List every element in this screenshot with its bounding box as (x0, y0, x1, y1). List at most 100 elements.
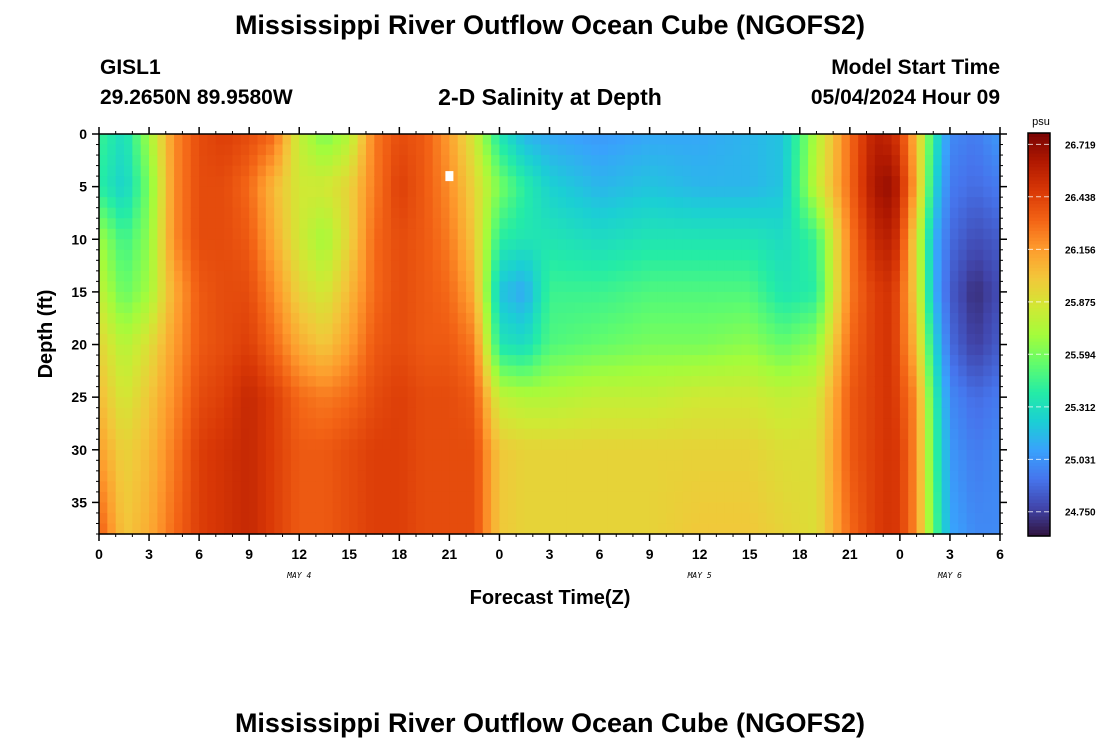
heatmap-cell (607, 155, 617, 167)
heatmap-cell (132, 312, 142, 325)
heatmap-cell (174, 407, 184, 419)
heatmap-cell (324, 144, 334, 156)
heatmap-cell (816, 239, 826, 251)
heatmap-cell (457, 428, 467, 440)
heatmap-cell (541, 302, 551, 314)
heatmap-cell (424, 355, 434, 367)
heatmap-cell (99, 218, 108, 230)
heatmap-cell (908, 228, 918, 240)
heatmap-cell (99, 281, 108, 293)
heatmap-cell (883, 418, 893, 430)
heatmap-cell (215, 323, 225, 335)
heatmap-cell (824, 291, 834, 304)
heatmap-cell (532, 186, 542, 198)
heatmap-cell (674, 344, 684, 356)
heatmap-cell (357, 439, 367, 451)
heatmap-cell (474, 470, 484, 482)
heatmap-cell (574, 481, 584, 493)
heatmap-cell (424, 407, 434, 419)
heatmap-cell (507, 144, 517, 156)
heatmap-cell (474, 502, 484, 514)
heatmap-cell (699, 470, 709, 482)
heatmap-cell (966, 376, 976, 388)
heatmap-cell (115, 302, 125, 314)
heatmap-cell (199, 281, 209, 293)
heatmap-cell (290, 334, 300, 346)
heatmap-cell (791, 312, 801, 325)
heatmap-cell (566, 228, 576, 240)
heatmap-cell (791, 218, 801, 230)
heatmap-cell (115, 428, 125, 440)
heatmap-cell (365, 249, 375, 261)
heatmap-cell (215, 228, 225, 240)
heatmap-cell (657, 512, 667, 525)
heatmap-cell (749, 144, 759, 156)
heatmap-cell (99, 386, 108, 398)
heatmap-cell (107, 186, 117, 198)
heatmap-cell (599, 418, 609, 430)
heatmap-cell (232, 281, 242, 293)
heatmap-cell (157, 312, 167, 325)
heatmap-cell (399, 218, 409, 230)
heatmap-cell (783, 439, 793, 451)
colorbar-segment (1028, 374, 1050, 379)
heatmap-cell (858, 376, 868, 388)
heatmap-cell (974, 155, 984, 167)
heatmap-cell (441, 260, 450, 272)
heatmap-cell (582, 449, 592, 461)
heatmap-cell (299, 439, 309, 451)
heatmap-cell (132, 228, 142, 240)
heatmap-cell (908, 249, 918, 261)
heatmap-cell (607, 428, 617, 440)
heatmap-cell (432, 491, 442, 504)
heatmap-cell (674, 449, 684, 461)
heatmap-cell (958, 397, 968, 409)
heatmap-cell (499, 365, 509, 377)
colorbar-segment (1028, 297, 1050, 302)
heatmap-cell (657, 281, 667, 293)
heatmap-cell (307, 323, 317, 335)
heatmap-cell (115, 460, 125, 472)
heatmap-cell (566, 134, 576, 146)
heatmap-cell (174, 439, 184, 451)
heatmap-cell (265, 512, 275, 525)
heatmap-cell (591, 334, 601, 346)
x-tick-label: 3 (546, 546, 554, 562)
heatmap-cell (507, 523, 517, 535)
heatmap-cell (474, 512, 484, 525)
heatmap-cell (215, 239, 225, 251)
heatmap-cell (691, 491, 701, 504)
heatmap-cell (691, 207, 701, 219)
heatmap-cell (933, 302, 943, 314)
heatmap-cell (382, 355, 392, 367)
heatmap-cell (174, 281, 184, 293)
heatmap-cell (858, 312, 868, 325)
heatmap-cell (466, 397, 476, 409)
heatmap-cell (124, 439, 133, 451)
heatmap-cell (582, 512, 592, 525)
heatmap-cell (924, 407, 934, 419)
heatmap-cell (949, 491, 959, 504)
heatmap-cell (933, 365, 943, 377)
heatmap-cell (532, 376, 542, 388)
heatmap-cell (841, 491, 851, 504)
heatmap-cell (115, 523, 125, 535)
heatmap-cell (265, 281, 275, 293)
heatmap-cell (516, 323, 526, 335)
heatmap-cell (499, 186, 509, 198)
heatmap-cell (599, 155, 609, 167)
heatmap-cell (416, 155, 425, 167)
colorbar-segment (1028, 300, 1050, 305)
heatmap-cell (899, 470, 909, 482)
heatmap-cell (357, 502, 367, 514)
heatmap-cell (816, 365, 826, 377)
heatmap-cell (841, 302, 851, 314)
heatmap-cell (265, 449, 275, 461)
heatmap-cell (215, 460, 225, 472)
heatmap-cell (407, 249, 417, 261)
heatmap-cell (607, 291, 617, 304)
heatmap-cell (774, 134, 784, 146)
heatmap-cell (299, 165, 309, 177)
heatmap-cell (165, 470, 175, 482)
heatmap-cell (441, 376, 450, 388)
